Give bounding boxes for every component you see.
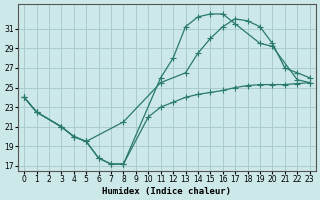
X-axis label: Humidex (Indice chaleur): Humidex (Indice chaleur)	[102, 187, 231, 196]
